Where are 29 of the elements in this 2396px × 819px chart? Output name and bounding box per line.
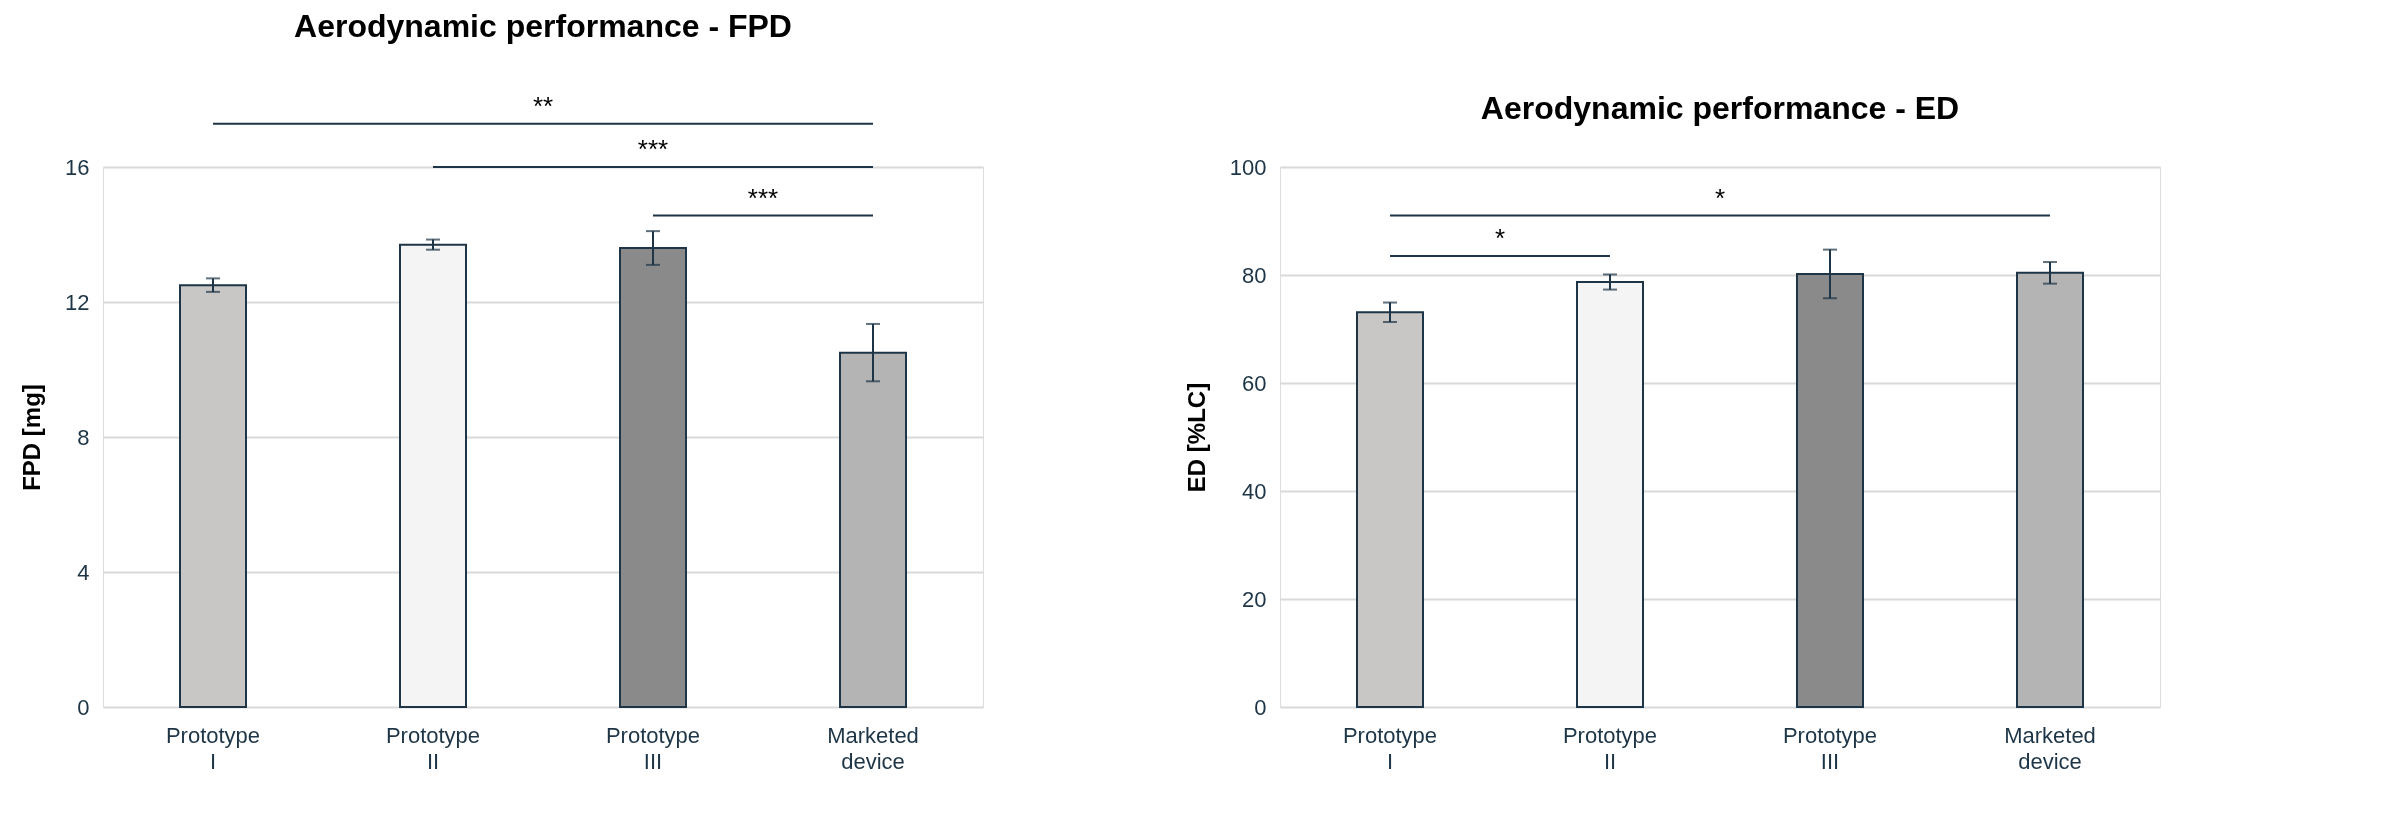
y-tick-label: 12 <box>65 289 90 315</box>
y-tick-label: 8 <box>77 424 90 450</box>
y-tick-label: 60 <box>1242 370 1267 396</box>
y-tick-label: 0 <box>1254 694 1267 720</box>
x-tick-label: Marketed device <box>827 722 919 774</box>
annotation: * <box>1494 223 1506 254</box>
x-tick-label: Prototype III <box>1782 722 1878 774</box>
annotation: *** <box>747 182 779 213</box>
x-tick-label: Prototype II <box>385 722 481 774</box>
chart-title: Aerodynamic performance - ED <box>1480 90 1960 126</box>
y-tick-label: 20 <box>1242 586 1267 612</box>
x-tick-label: Prototype I <box>165 722 261 774</box>
y-tick-label: 0 <box>77 694 90 720</box>
y-axis-title: ED [%LC] <box>1182 382 1210 493</box>
x-tick-label: Prototype II <box>1562 722 1658 774</box>
x-tick-label: Prototype I <box>1342 722 1438 774</box>
y-tick-label: 40 <box>1242 478 1267 504</box>
chart-title: Aerodynamic performance - FPD <box>294 7 792 44</box>
y-tick-label: 80 <box>1242 262 1267 288</box>
y-tick-label: 100 <box>1229 154 1267 180</box>
x-tick-label: Prototype III <box>605 722 701 774</box>
annotation: * <box>1714 182 1726 213</box>
y-tick-label: 16 <box>65 154 90 180</box>
text: *** <box>637 134 669 164</box>
y-axis-title: FPD [mg] <box>18 384 46 491</box>
y-tick-label: 4 <box>77 559 90 585</box>
x-tick-label: Marketed device <box>2004 722 2096 774</box>
bar <box>399 243 467 708</box>
text: ** <box>532 90 554 121</box>
